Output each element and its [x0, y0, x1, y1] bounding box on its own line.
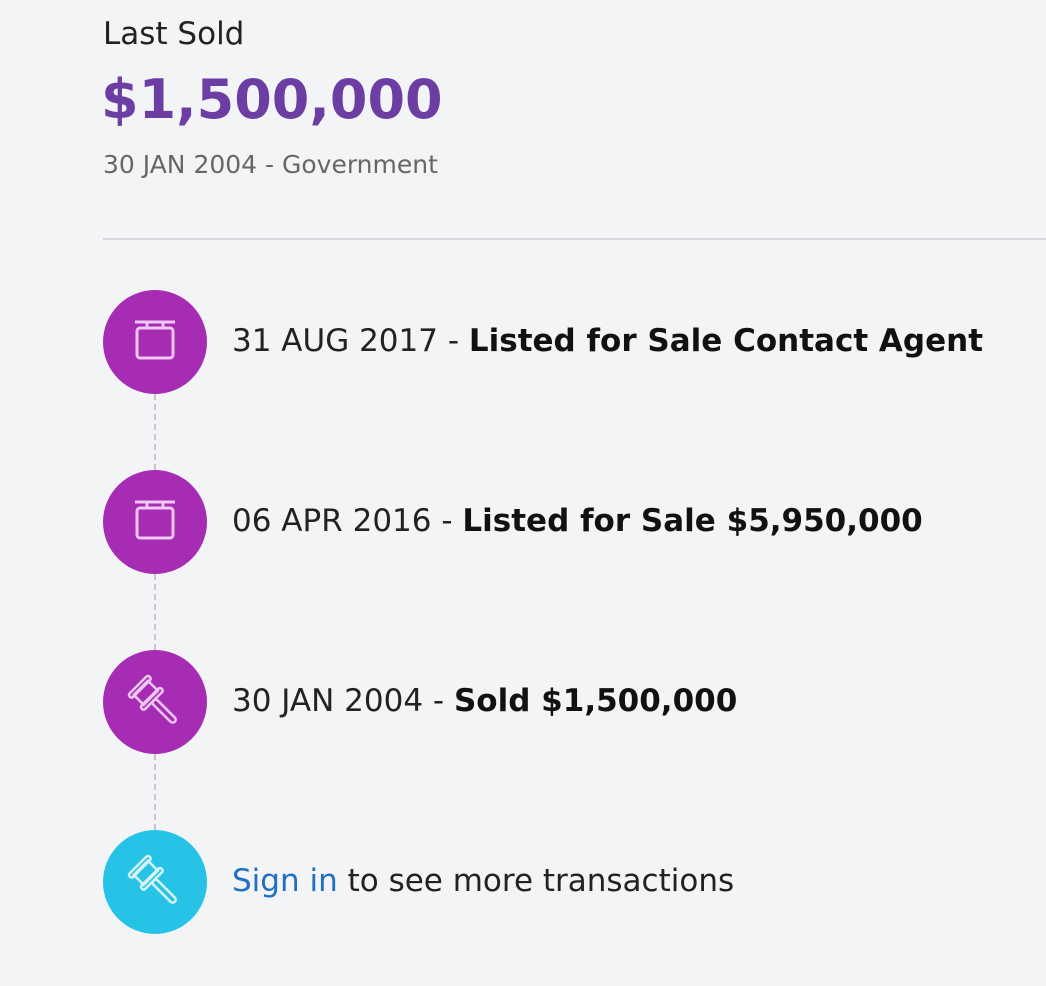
- timeline-connector: [154, 754, 156, 830]
- gavel-icon: [103, 650, 207, 754]
- last-sold-detail: 30 JAN 2004 - Government: [103, 150, 438, 179]
- timeline-item: 30 JAN 2004 - Sold $1,500,000: [232, 683, 738, 719]
- timeline-connector: [154, 574, 156, 650]
- divider: [103, 238, 1046, 240]
- last-sold-price: $1,500,000: [101, 68, 443, 131]
- timeline-item: 06 APR 2016 - Listed for Sale $5,950,000: [232, 503, 923, 539]
- sign-icon: [103, 290, 207, 394]
- sign-icon: [103, 470, 207, 574]
- sign-in-link[interactable]: Sign in: [232, 863, 338, 899]
- timeline-connector: [154, 394, 156, 470]
- sign-in-prompt: Sign in to see more transactions: [232, 863, 735, 899]
- timeline-item: 31 AUG 2017 - Listed for Sale Contact Ag…: [232, 323, 984, 359]
- last-sold-label: Last Sold: [103, 16, 245, 52]
- gavel-icon: [103, 830, 207, 934]
